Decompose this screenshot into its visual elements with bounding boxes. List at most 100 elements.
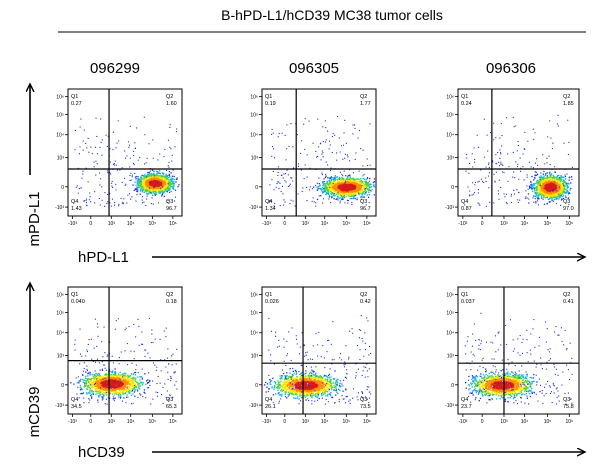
event-dot (535, 200, 537, 202)
event-dot (318, 183, 320, 185)
event-dot (545, 188, 548, 190)
event-dot (169, 124, 171, 126)
event-dot (127, 374, 129, 377)
event-dot (166, 177, 169, 179)
event-dot (315, 205, 317, 207)
event-dot (152, 190, 154, 193)
event-dot (152, 174, 154, 176)
event-dot (327, 190, 329, 192)
event-dot (345, 190, 347, 192)
event-dot (540, 185, 543, 187)
event-dot (151, 188, 153, 190)
event-dot (117, 120, 119, 122)
event-dot (548, 178, 550, 180)
event-dot (351, 194, 353, 196)
event-dot (471, 153, 473, 155)
event-dot (556, 175, 558, 178)
event-dot (122, 203, 124, 205)
event-dot (167, 174, 169, 176)
event-dot (353, 179, 355, 181)
event-dot (113, 163, 115, 165)
event-dot (157, 178, 159, 180)
event-dot (349, 195, 351, 197)
event-dot (342, 192, 344, 195)
event-dot (542, 180, 544, 182)
event-dot (101, 186, 103, 188)
event-dot (501, 135, 503, 137)
event-dot (506, 117, 508, 119)
event-dot (157, 189, 159, 191)
y-tick-label: 0 (451, 185, 454, 191)
event-dot (527, 188, 529, 190)
event-dot (111, 393, 113, 395)
event-dot (134, 188, 136, 190)
event-dot (534, 192, 537, 194)
event-dot (349, 190, 352, 192)
event-dot (350, 188, 352, 190)
event-dot (566, 191, 568, 193)
event-dot (154, 175, 156, 177)
event-dot (331, 178, 333, 180)
event-dot (147, 180, 150, 182)
event-dot (79, 146, 81, 148)
event-dot (342, 183, 344, 185)
event-dot (343, 195, 345, 198)
event-dot (158, 175, 161, 177)
event-dot (365, 204, 367, 206)
event-dot (365, 190, 367, 193)
event-dot (356, 187, 358, 189)
event-dot (146, 185, 148, 187)
event-dot (544, 184, 546, 186)
event-dot (356, 189, 358, 191)
event-dot (341, 173, 343, 175)
event-dot (147, 182, 149, 185)
event-dot (339, 178, 341, 180)
event-dot (534, 195, 537, 198)
event-dot (154, 182, 156, 184)
event-dot (348, 185, 351, 187)
event-dot (155, 189, 157, 191)
event-dot (549, 201, 551, 203)
event-dot (361, 182, 363, 184)
event-dot (151, 203, 153, 205)
event-dot (284, 201, 286, 203)
event-dot (317, 185, 320, 188)
event-dot (543, 170, 545, 173)
event-dot (102, 395, 104, 398)
y-tick-label: 0 (61, 185, 64, 191)
event-dot (130, 198, 132, 200)
event-dot (339, 171, 341, 173)
event-dot (493, 139, 495, 141)
event-dot (349, 176, 351, 178)
event-dot (138, 388, 141, 390)
event-dot (109, 172, 111, 174)
event-dot (325, 185, 327, 187)
event-dot (553, 195, 555, 197)
event-dot (161, 188, 164, 190)
event-dot (148, 192, 150, 194)
event-dot (292, 200, 294, 202)
event-dot (166, 181, 169, 184)
event-dot (536, 188, 539, 190)
event-dot (497, 151, 499, 153)
event-dot (524, 148, 526, 150)
event-dot (537, 197, 540, 199)
event-dot (333, 185, 335, 187)
event-dot (324, 141, 326, 143)
event-dot (512, 151, 514, 153)
event-dot (349, 187, 351, 189)
event-dot (285, 173, 287, 175)
event-dot (556, 190, 558, 192)
event-dot (328, 196, 331, 198)
event-dot (354, 195, 356, 197)
event-dot (107, 201, 109, 203)
event-dot (149, 179, 151, 181)
event-dot (118, 140, 120, 142)
event-dot (352, 133, 354, 135)
event-dot (350, 182, 352, 185)
event-dot (124, 392, 126, 395)
event-dot (142, 175, 145, 177)
event-dot (316, 186, 318, 188)
event-dot (164, 182, 166, 184)
event-dot (161, 194, 164, 196)
